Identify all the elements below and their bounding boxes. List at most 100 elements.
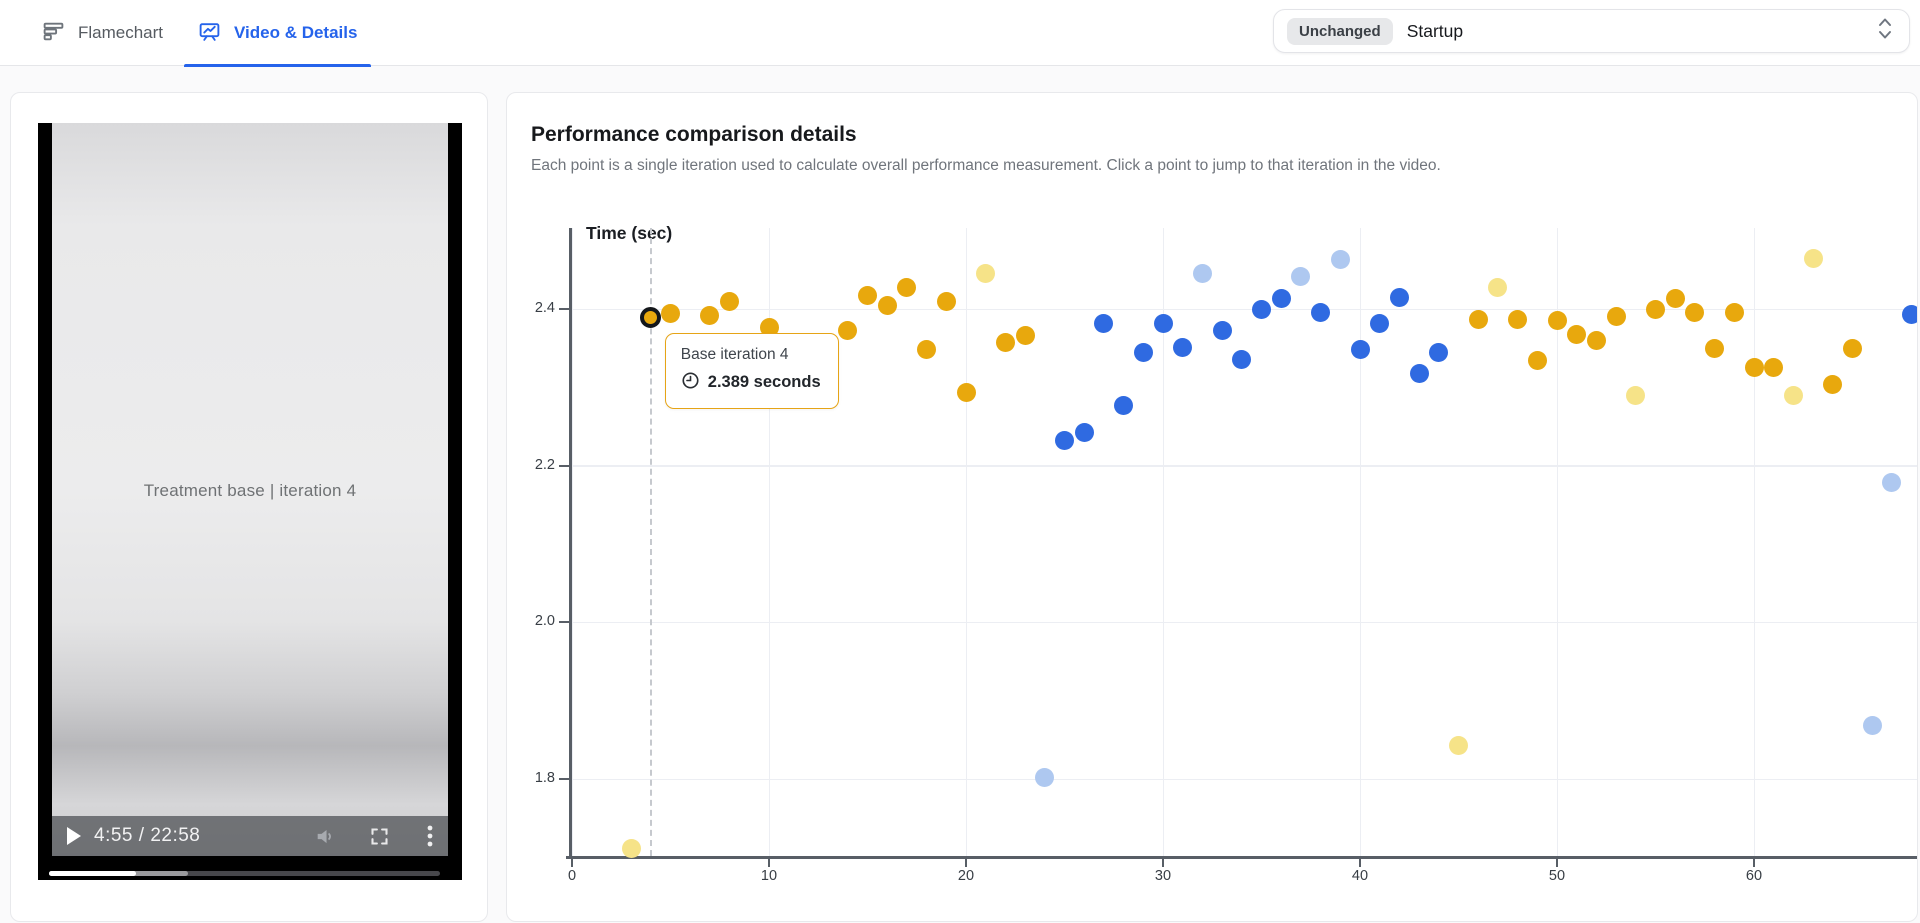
panel-title: Performance comparison details	[531, 123, 857, 146]
scatter-point-base-52[interactable]	[1586, 330, 1606, 350]
scatter-point-treatment-38[interactable]	[1311, 303, 1331, 323]
video-progress-bar[interactable]	[49, 871, 440, 876]
scatter-point-base-45[interactable]	[1449, 735, 1468, 755]
y-tick	[559, 464, 569, 467]
scatter-point-treatment-24[interactable]	[1035, 768, 1055, 788]
scatter-point-base-5[interactable]	[661, 304, 680, 324]
video-overlay-title: Treatment base | iteration 4	[143, 481, 357, 500]
scatter-point-base-47[interactable]	[1488, 277, 1508, 297]
scatter-point-base-10[interactable]	[759, 317, 779, 337]
y-tick	[559, 621, 569, 624]
x-tick-label: 40	[1351, 868, 1369, 884]
y-tick	[559, 308, 569, 310]
fullscreen-icon[interactable]	[369, 826, 390, 847]
gridline	[1556, 228, 1558, 856]
scatter-point-base-21[interactable]	[976, 264, 996, 284]
tooltip-title: Base iteration 4	[680, 345, 789, 363]
x-tick	[965, 859, 967, 867]
scatter-point-treatment-66[interactable]	[1862, 715, 1882, 735]
x-tick-label: 30	[1154, 868, 1172, 884]
scatter-point-base-48[interactable]	[1508, 310, 1528, 330]
scatter-point-treatment-40[interactable]	[1350, 340, 1370, 360]
scatter-point-base-22[interactable]	[995, 333, 1015, 353]
scatter-point-base-65[interactable]	[1843, 338, 1862, 358]
metric-select[interactable]: Unchanged Startup	[1273, 9, 1910, 53]
scatter-point-base-58[interactable]	[1705, 339, 1725, 359]
scatter-point-treatment-30[interactable]	[1153, 314, 1173, 334]
y-tick-label: 2.0	[534, 613, 555, 630]
gridline	[1753, 228, 1755, 856]
scatter-point-base-15[interactable]	[858, 286, 877, 306]
scatter-point-treatment-44[interactable]	[1429, 342, 1449, 362]
scatter-point-treatment-29[interactable]	[1133, 343, 1153, 363]
gridline	[768, 228, 770, 856]
scatter-point-treatment-36[interactable]	[1271, 288, 1291, 308]
scatter-point-base-19[interactable]	[936, 292, 956, 312]
scatter-point-treatment-35[interactable]	[1252, 300, 1271, 320]
scatter-point-base-55[interactable]	[1646, 299, 1665, 319]
scatter-point-base-64[interactable]	[1823, 375, 1843, 395]
x-tick	[571, 859, 573, 867]
scatter-point-base-51[interactable]	[1567, 324, 1587, 344]
scatter-point-base-59[interactable]	[1724, 302, 1744, 322]
scatter-point-treatment-28[interactable]	[1114, 395, 1134, 415]
scatter-point-base-61[interactable]	[1764, 358, 1784, 378]
tooltip-value: 2.389 seconds	[707, 373, 821, 392]
y-axis-line	[569, 228, 572, 859]
scatter-point-treatment-37[interactable]	[1291, 267, 1311, 287]
scatter-point-treatment-34[interactable]	[1232, 350, 1252, 370]
scatter-point-treatment-27[interactable]	[1094, 313, 1114, 333]
scatter-point-treatment-32[interactable]	[1192, 264, 1212, 284]
scatter-point-base-17[interactable]	[897, 278, 917, 298]
scatter-point-treatment-26[interactable]	[1074, 422, 1094, 442]
scatter-point-treatment-39[interactable]	[1330, 250, 1350, 270]
scatter-point-treatment-31[interactable]	[1173, 337, 1193, 357]
play-button[interactable]	[67, 827, 81, 845]
gridline	[572, 465, 1917, 467]
scatter-point-base-20[interactable]	[956, 383, 976, 403]
x-tick-label: 20	[957, 868, 975, 884]
y-tick-label: 1.8	[534, 770, 555, 787]
scatter-point-base-23[interactable]	[1015, 326, 1035, 346]
scatter-point-base-14[interactable]	[838, 320, 858, 340]
scatter-point-base-4[interactable]	[640, 307, 662, 329]
scatter-point-base-16[interactable]	[877, 295, 897, 315]
scatter-point-base-63[interactable]	[1803, 249, 1823, 269]
scatter-point-base-3[interactable]	[621, 838, 641, 858]
tab-flamechart[interactable]: Flamechart	[42, 0, 163, 66]
scatter-point-base-57[interactable]	[1685, 303, 1705, 323]
scatter-point-base-54[interactable]	[1626, 385, 1646, 405]
scatter-point-base-46[interactable]	[1468, 309, 1488, 329]
y-tick-label: 2.2	[534, 456, 555, 473]
scatter-point-treatment-41[interactable]	[1370, 313, 1390, 333]
scatter-point-base-7[interactable]	[700, 305, 720, 325]
tab-video-details-label: Video & Details	[234, 23, 358, 42]
x-tick	[1556, 859, 1558, 867]
scatter-point-treatment-33[interactable]	[1212, 320, 1232, 340]
video-player[interactable]: Treatment base | iteration 4 4:55 / 22:5…	[38, 123, 462, 880]
scatter-point-base-60[interactable]	[1744, 358, 1764, 378]
y-tick	[559, 778, 569, 781]
scatter-point-treatment-43[interactable]	[1409, 363, 1429, 383]
scatter-point-treatment-67[interactable]	[1882, 473, 1902, 493]
scatter-point-base-8[interactable]	[720, 292, 740, 312]
scatter-point-base-53[interactable]	[1606, 307, 1626, 327]
scatter-point-base-62[interactable]	[1783, 385, 1803, 405]
x-tick	[1359, 859, 1361, 867]
x-tick	[768, 859, 770, 867]
gridline	[1359, 228, 1361, 856]
progress-played	[49, 871, 136, 876]
scatter-point-treatment-25[interactable]	[1055, 431, 1074, 451]
video-screen: Treatment base | iteration 4	[52, 123, 448, 856]
volume-muted-icon[interactable]	[313, 824, 338, 849]
scatter-point-base-18[interactable]	[917, 340, 937, 360]
scatter-point-base-49[interactable]	[1527, 351, 1547, 371]
scatter-point-base-56[interactable]	[1665, 288, 1685, 308]
scatter-point-treatment-42[interactable]	[1389, 287, 1409, 307]
scatter-point-treatment-68[interactable]	[1902, 304, 1917, 324]
scatter-point-base-50[interactable]	[1547, 311, 1567, 331]
kebab-menu-icon[interactable]	[427, 825, 433, 847]
flamechart-icon	[42, 20, 65, 46]
tab-video-details[interactable]: Video & Details	[184, 0, 372, 67]
